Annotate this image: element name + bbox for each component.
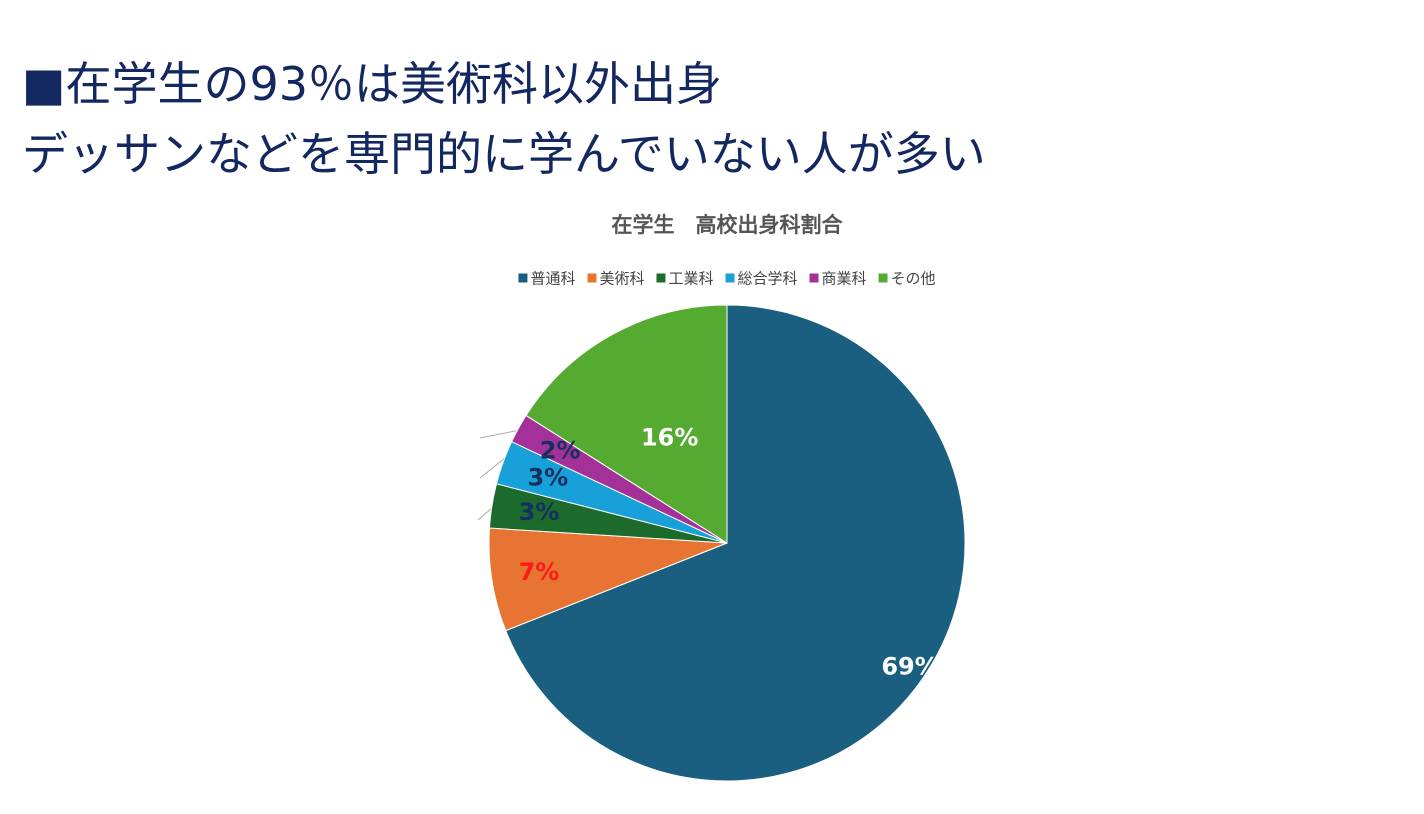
data-labels: 69%7%3%3%2% 16% [519,424,939,681]
pie-slice [488,527,728,632]
legend: 普通科 美術科 工業科 総合学科 商業科 その他 [518,270,936,288]
data-label: 3% [527,464,568,492]
data-label: 2% [540,436,581,464]
legend-swatch [656,273,666,283]
legend-swatch [725,273,735,283]
legend-swatch [809,273,819,283]
legend-item: その他 [878,270,936,288]
legend-swatch [518,273,528,283]
data-label: 69% [881,652,938,680]
legend-swatch [587,273,597,283]
heading-line-1: ■在学生の93％は美術科以外出身 [22,57,722,111]
leader-line [477,507,493,521]
legend-item: 商業科 [809,270,867,288]
legend-label: 工業科 [668,270,713,288]
data-label: 16% [641,424,698,452]
legend-item: 総合学科 [725,270,798,288]
legend-swatch [878,273,888,283]
legend-label: 商業科 [822,270,867,288]
legend-item: 工業科 [656,270,714,288]
legend-label: その他 [891,270,936,288]
heading-line-2: デッサンなどを専門的に学んでいない人が多い [22,127,986,181]
leader-lines [477,429,521,521]
leader-line [479,457,506,479]
pie-slice [525,304,728,544]
chart-title: 在学生 高校出身科割合 [612,213,844,237]
pie [488,304,966,782]
legend-label: 普通科 [530,270,575,288]
legend-label: 総合学科 [738,270,798,288]
leader-line [479,429,521,439]
data-label: 3% [519,498,560,526]
legend-item: 美術科 [587,270,644,288]
legend-label: 美術科 [599,270,644,288]
data-label: 7% [519,558,560,586]
legend-item: 普通科 [518,270,575,288]
pie-slice [505,304,966,782]
